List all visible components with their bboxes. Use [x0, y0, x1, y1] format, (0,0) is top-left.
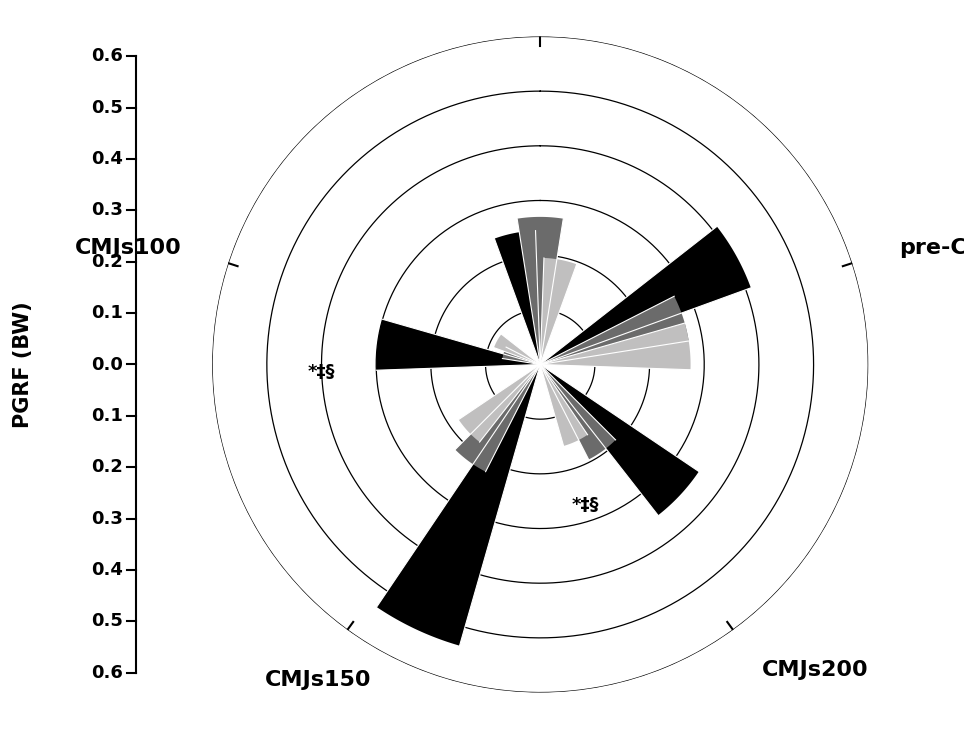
Text: 0.4: 0.4 [92, 561, 123, 579]
Text: 0.4: 0.4 [92, 150, 123, 168]
Text: 0.3: 0.3 [92, 201, 123, 219]
Text: 0.1: 0.1 [92, 304, 123, 322]
Text: 0.5: 0.5 [92, 612, 123, 631]
Text: PGRF (BW): PGRF (BW) [13, 301, 33, 428]
Text: 0.2: 0.2 [92, 459, 123, 476]
Text: 0.2: 0.2 [92, 253, 123, 270]
Text: 0.3: 0.3 [92, 510, 123, 528]
Text: 0.1: 0.1 [92, 407, 123, 425]
Text: CMJs150: CMJs150 [265, 670, 371, 690]
Text: *‡§: *‡§ [572, 496, 600, 514]
Text: 0.5: 0.5 [92, 98, 123, 117]
Text: pre-CMJ: pre-CMJ [898, 238, 964, 258]
Text: 0.6: 0.6 [92, 664, 123, 682]
Text: 0.6: 0.6 [92, 47, 123, 65]
Text: *‡§: *‡§ [411, 573, 439, 590]
Text: *‡§: *‡§ [308, 363, 335, 381]
Text: 0.0: 0.0 [92, 356, 123, 373]
Text: CMJs200: CMJs200 [762, 660, 868, 679]
Text: CMJs100: CMJs100 [74, 238, 181, 258]
